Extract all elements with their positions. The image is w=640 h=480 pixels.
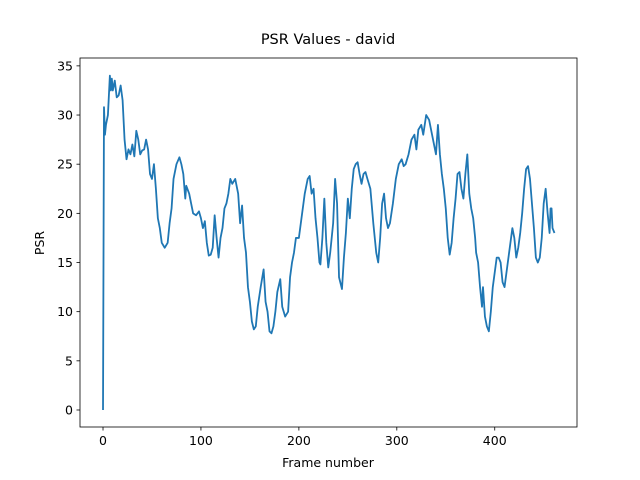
data-line xyxy=(102,74,556,410)
x-axis-label: Frame number xyxy=(282,455,375,470)
y-tick-label: 30 xyxy=(57,108,73,123)
x-tick-label: 0 xyxy=(99,433,107,448)
axes-frame xyxy=(79,57,578,428)
y-axis-label: PSR xyxy=(32,231,47,255)
x-tick-label: 400 xyxy=(483,433,507,448)
y-tick-label: 35 xyxy=(57,58,73,73)
x-tick-label: 100 xyxy=(189,433,213,448)
chart-title: PSR Values - david xyxy=(261,32,395,48)
y-tick-label: 0 xyxy=(65,402,73,417)
x-tick-label: 300 xyxy=(385,433,409,448)
y-tick-label: 15 xyxy=(57,255,73,270)
y-tick-label: 5 xyxy=(65,353,73,368)
y-tick-label: 20 xyxy=(57,206,73,221)
y-tick-label: 10 xyxy=(57,304,73,319)
y-tick-label: 25 xyxy=(57,157,73,172)
x-tick-label: 200 xyxy=(287,433,311,448)
